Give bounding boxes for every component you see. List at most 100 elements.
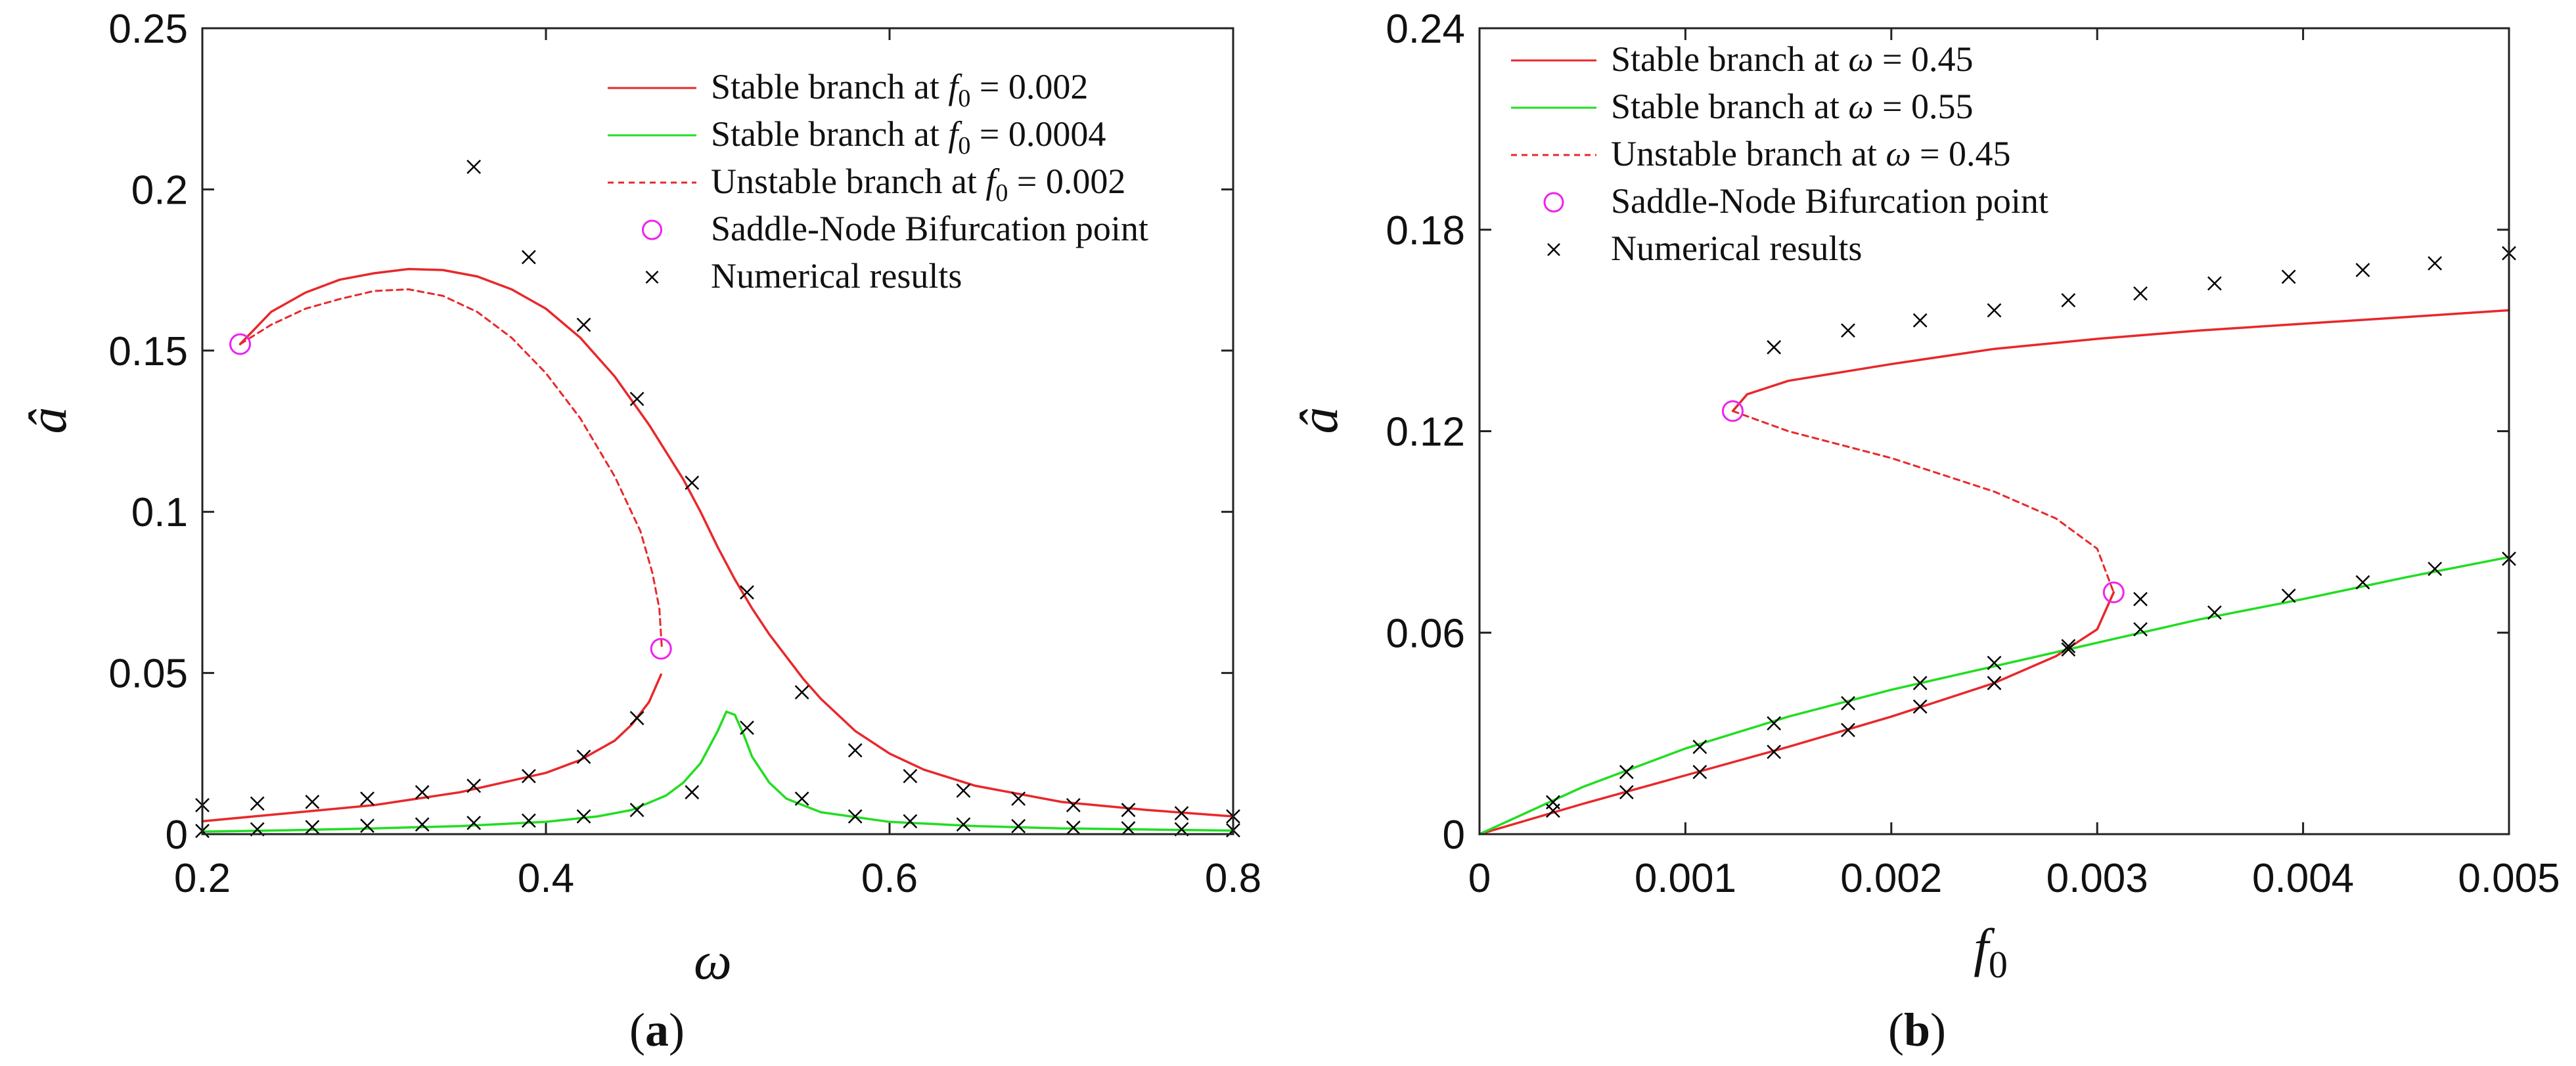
panel-b-numerical-point bbox=[1841, 323, 1855, 338]
panel-b-legend-label-1: Stable branch at ω = 0.45 bbox=[1611, 39, 1973, 79]
panel-a-numerical-point bbox=[903, 768, 918, 784]
panel-a-x-tick-label: 0.6 bbox=[861, 856, 918, 901]
panel-b-numerical-point bbox=[1987, 303, 2002, 318]
panel-b-numerical-point bbox=[2355, 263, 2370, 277]
panel-b-caption-open: ( bbox=[1888, 1004, 1904, 1056]
panel-b-bifurcation-point bbox=[1721, 400, 1744, 422]
panel-b-plot-frame bbox=[1478, 27, 2510, 835]
panel-a-numerical-point bbox=[250, 796, 265, 811]
panel-b-numerical-point bbox=[2207, 605, 2222, 620]
panel-b-numerical-point bbox=[1987, 655, 2002, 671]
panel-a-numerical-point bbox=[740, 585, 754, 600]
panel-b-x-tick-label: 0.004 bbox=[2252, 856, 2354, 901]
panel-b-numerical-point bbox=[2428, 255, 2443, 271]
panel-a-legend-math-sub: 0 bbox=[995, 179, 1008, 207]
panel-b-numerical-point bbox=[1545, 795, 1560, 810]
panel-b-numerical-point bbox=[2281, 589, 2296, 603]
panel-a-bifurcation-point bbox=[650, 638, 672, 660]
panel-b-series-line-1 bbox=[1731, 309, 2510, 412]
panel-a-caption-open: ( bbox=[629, 1004, 645, 1056]
panel-a-numerical-point bbox=[956, 783, 971, 798]
panel-a-numerical-point bbox=[360, 791, 374, 806]
panel-a-numerical-point bbox=[1121, 821, 1136, 836]
panel-b-legend-math-var: ω bbox=[1886, 134, 1910, 173]
panel-b-numerical-point bbox=[2281, 269, 2296, 284]
panel-b-legend-text: Unstable branch at bbox=[1611, 134, 1886, 173]
panel-a-numerical-point bbox=[847, 743, 863, 758]
panel-a-legend-label-1: Stable branch at f0 = 0.002 bbox=[711, 67, 1088, 112]
panel-a-y-tick-label: 0.25 bbox=[108, 7, 188, 52]
panel-a-legend-math-sub: 0 bbox=[958, 132, 970, 160]
panel-b-legend-math-rest: = 0.55 bbox=[1874, 87, 1974, 126]
panel-a-numerical-point bbox=[521, 250, 536, 265]
panel-b-x-tick-label: 0.002 bbox=[1840, 856, 1942, 901]
panel-a-legend-math-sub: 0 bbox=[958, 85, 970, 112]
panel-a-plot-frame bbox=[201, 27, 1234, 835]
panel-b-numerical-point bbox=[1767, 340, 1782, 355]
panel-a-numerical-point bbox=[794, 791, 809, 806]
panel-b-numerical-point bbox=[1912, 313, 1928, 328]
panel-b-legend-label-bifurcation: Saddle-Node Bifurcation point bbox=[1611, 181, 2048, 221]
panel-b-y-axis-label: â bbox=[1289, 407, 1349, 434]
panel-a-numerical-point bbox=[466, 815, 482, 830]
panel-b-x-axis-label: f0 bbox=[1974, 918, 2008, 986]
panel-a-numerical-point bbox=[305, 820, 320, 835]
panel-b-x-tick-label: 0.003 bbox=[2046, 856, 2148, 901]
panel-b-numerical-point bbox=[2428, 562, 2443, 576]
panel-a-legend-math-rest: = 0.0004 bbox=[970, 114, 1106, 154]
panel-a-numerical-point bbox=[466, 160, 482, 174]
panel-a-numerical-point bbox=[1066, 797, 1081, 812]
panel-b-y-tick-label: 0.12 bbox=[1386, 410, 1465, 455]
panel-a-tick-labels: 0.2 0.4 0.6 0.8 0 0.05 0.1 0.15 0.2 0.25 bbox=[108, 7, 1261, 901]
panel-b-markers bbox=[1545, 246, 2516, 818]
panel-a-caption-letter: a bbox=[645, 1004, 669, 1056]
panel-a-y-tick-label: 0.2 bbox=[131, 167, 188, 213]
panel-a-legend-swatch-numerical bbox=[645, 271, 659, 284]
panel-b-series-line-1 bbox=[1478, 591, 2115, 835]
panel-a-caption-close: ) bbox=[669, 1004, 685, 1056]
panel-b-x-tick-label: 0.001 bbox=[1635, 856, 1736, 901]
panel-a-legend-label-3: Unstable branch at f0 = 0.002 bbox=[711, 162, 1125, 207]
panel-a-numerical-point bbox=[360, 818, 374, 833]
panel-b-numerical-point bbox=[1619, 765, 1634, 780]
panel-a-numerical-point bbox=[629, 391, 644, 407]
panel-b-legend-label-2: Stable branch at ω = 0.55 bbox=[1611, 87, 1973, 126]
panel-b-bifurcation-point bbox=[2102, 581, 2125, 604]
panel-b-numerical-point bbox=[2133, 286, 2148, 301]
panel-b-numerical-point bbox=[2133, 592, 2148, 607]
panel-a-numerical-point bbox=[521, 768, 536, 784]
panel-b-series-line-3 bbox=[1732, 410, 2115, 594]
panel-a-legend-swatch-bifurcation bbox=[642, 219, 662, 240]
panel-b-caption-close: ) bbox=[1930, 1004, 1946, 1056]
panel-b-numerical-point bbox=[1692, 765, 1707, 780]
panel-a-y-tick-label: 0.1 bbox=[131, 490, 188, 535]
panel-a-numerical-point bbox=[740, 721, 754, 735]
panel-a-numerical-point bbox=[685, 785, 700, 800]
panel-b-legend: Stable branch at ω = 0.45 Stable branch a… bbox=[1511, 39, 2048, 268]
panel-a-numerical-point bbox=[576, 749, 591, 765]
panel-b-tick-labels: 0 0.001 0.002 0.003 0.004 0.005 0 0.06 0.12 0.18 0… bbox=[1386, 7, 2560, 901]
panel-b-numerical-point bbox=[1767, 716, 1782, 731]
panel-a-legend-math-rest: = 0.002 bbox=[1008, 162, 1125, 201]
panel-a-numerical-point bbox=[685, 476, 700, 490]
panel-b-numerical-point bbox=[1692, 740, 1707, 754]
panel-b-numerical-point bbox=[1619, 785, 1634, 799]
panel-a-bifurcation-point bbox=[229, 333, 252, 355]
panel-a-legend-label-numerical: Numerical results bbox=[711, 256, 962, 296]
panel-b-x-tick-label: 0 bbox=[1468, 856, 1491, 901]
panel-a-x-tick-label: 0.4 bbox=[518, 856, 574, 901]
panel-b-x-axis-label-sub: 0 bbox=[1989, 943, 2008, 986]
panel-b-numerical-point bbox=[2061, 642, 2076, 657]
panel-b-caption: (b) bbox=[1888, 1004, 1946, 1056]
panel-a-y-tick-label: 0 bbox=[166, 812, 188, 858]
panel-a-numerical-point bbox=[794, 685, 809, 700]
panel-b-legend-label-3: Unstable branch at ω = 0.45 bbox=[1611, 134, 2010, 173]
panel-a-legend-label-2: Stable branch at f0 = 0.0004 bbox=[711, 114, 1106, 160]
panel-b-numerical-point bbox=[1912, 699, 1928, 714]
panel-b-numerical-point bbox=[2061, 638, 2076, 654]
panel-b-legend-math-var: ω bbox=[1848, 39, 1873, 79]
panel-b: 0 0.001 0.002 0.003 0.004 0.005 0 0.06 0.12 0.18 0… bbox=[1289, 7, 2560, 1056]
